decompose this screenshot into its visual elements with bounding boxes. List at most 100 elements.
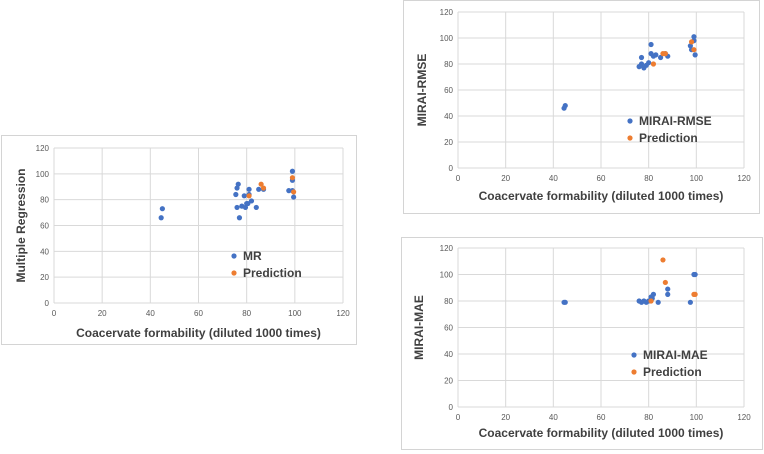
data-point <box>258 181 264 187</box>
series-prediction <box>246 175 297 199</box>
x-tick-label: 100 <box>690 174 704 183</box>
x-axis-title: Coacervate formability (diluted 1000 tim… <box>479 189 724 203</box>
data-point <box>653 52 659 58</box>
series-prediction <box>650 39 697 67</box>
y-tick-label: 100 <box>440 34 454 43</box>
rmse-scatter-chart: 0 20 40 60 80 100 120 0 20 40 60 80 100 120 Coacervate… <box>415 8 751 203</box>
y-tick-label: 20 <box>40 273 49 282</box>
data-point <box>662 51 668 57</box>
data-point <box>655 299 661 305</box>
x-tick-label: 120 <box>737 413 751 422</box>
x-tick-label: 80 <box>644 174 653 183</box>
data-point <box>687 299 693 305</box>
legend-marker <box>631 352 637 358</box>
data-point <box>241 193 247 199</box>
legend-label: MIRAI-MAE <box>643 348 708 362</box>
data-point <box>687 43 693 49</box>
legend-marker <box>631 369 637 375</box>
data-point <box>562 299 568 305</box>
series-observed <box>561 34 698 111</box>
y-tick-label: 80 <box>40 196 49 205</box>
data-point <box>246 186 252 192</box>
data-point <box>657 54 664 61</box>
data-point <box>253 204 259 211</box>
data-point <box>286 188 292 194</box>
y-axis-title: MIRAI-MAE <box>412 295 426 360</box>
mae-chart-panel: 0 20 40 60 80 100 120 0 20 40 60 80 100 120 Coacervate… <box>401 237 763 450</box>
y-tick-label: 120 <box>440 244 454 253</box>
data-point <box>289 168 296 174</box>
x-tick-label: 40 <box>146 309 155 318</box>
y-axis-title: MIRAI-RMSE <box>415 54 429 127</box>
data-point <box>235 181 241 187</box>
x-tick-label: 0 <box>456 413 461 422</box>
data-point <box>638 54 645 61</box>
x-tick-label: 80 <box>644 413 653 422</box>
data-point <box>159 206 165 212</box>
x-tick-label: 20 <box>501 174 510 183</box>
data-point <box>692 52 698 58</box>
mae-scatter-chart: 0 20 40 60 80 100 120 0 20 40 60 80 100 120 Coacervate… <box>412 244 751 440</box>
x-tick-label: 40 <box>549 413 558 422</box>
x-tick-label: 120 <box>737 174 751 183</box>
y-tick-label: 0 <box>45 299 50 308</box>
legend-label: Prediction <box>243 266 302 280</box>
y-tick-label: 40 <box>444 112 453 121</box>
y-tick-label: 100 <box>440 271 454 280</box>
x-tick-label: 100 <box>288 309 302 318</box>
legend-marker <box>231 253 237 259</box>
mr-scatter-chart: 0 20 40 60 80 100 120 0 20 40 60 80 100 120 Coacervate… <box>14 144 350 340</box>
legend-label: Prediction <box>639 131 698 145</box>
y-tick-label: 120 <box>36 144 50 153</box>
gridlines <box>457 11 745 169</box>
x-tick-label: 60 <box>597 413 606 422</box>
x-tick-label: 0 <box>52 309 57 318</box>
data-point <box>245 200 251 207</box>
x-tick-label: 120 <box>336 309 350 318</box>
data-point <box>662 279 668 286</box>
y-tick-label: 80 <box>444 60 453 69</box>
data-point <box>260 185 267 191</box>
data-point <box>158 215 164 221</box>
mr-chart-panel: 0 20 40 60 80 100 120 0 20 40 60 80 100 120 Coacervate… <box>1 135 357 345</box>
data-point <box>256 186 262 192</box>
x-tick-label: 60 <box>194 309 203 318</box>
data-point <box>646 60 652 66</box>
legend-label: MR <box>243 249 262 263</box>
legend-label: Prediction <box>643 365 702 379</box>
data-point <box>234 204 240 211</box>
data-point <box>562 103 568 109</box>
x-tick-label: 40 <box>549 174 558 183</box>
legend-marker <box>231 270 237 276</box>
gridlines <box>53 147 344 304</box>
data-point <box>650 61 657 67</box>
x-tick-label: 80 <box>242 309 251 318</box>
data-point <box>665 286 671 292</box>
x-tick-label: 20 <box>98 309 107 318</box>
data-point <box>233 191 239 198</box>
data-point <box>291 194 297 200</box>
data-point <box>246 193 252 199</box>
data-point <box>289 175 296 181</box>
series-observed <box>158 168 297 221</box>
y-tick-label: 80 <box>444 297 453 306</box>
legend-marker <box>627 118 633 124</box>
data-point <box>688 39 695 45</box>
y-tick-label: 100 <box>36 170 50 179</box>
x-tick-label: 20 <box>501 413 510 422</box>
data-point <box>665 291 671 297</box>
data-point <box>236 215 243 221</box>
rmse-chart-panel: 0 20 40 60 80 100 120 0 20 40 60 80 100 120 Coacervate… <box>403 0 760 214</box>
y-tick-label: 120 <box>440 8 454 17</box>
data-point <box>291 189 297 195</box>
y-tick-label: 60 <box>444 324 453 333</box>
x-tick-label: 0 <box>456 174 461 183</box>
legend-marker <box>627 135 633 141</box>
series-prediction <box>648 257 698 304</box>
x-axis-title: Coacervate formability (diluted 1000 tim… <box>76 326 321 340</box>
data-point <box>691 34 697 40</box>
x-axis-title: Coacervate formability (diluted 1000 tim… <box>479 426 724 440</box>
y-axis-title: Multiple Regression <box>14 168 28 282</box>
legend: MIRAI-MAE Prediction <box>631 348 708 379</box>
legend-label: MIRAI-RMSE <box>639 114 712 128</box>
